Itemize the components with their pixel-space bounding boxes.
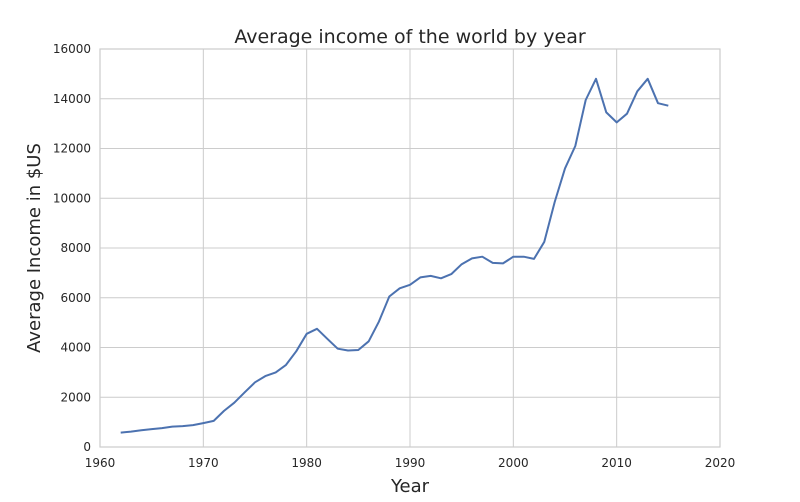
y-tick-label: 16000 xyxy=(53,42,91,56)
x-tick-label: 2020 xyxy=(705,456,736,470)
chart-title: Average income of the world by year xyxy=(234,26,586,48)
y-tick-label: 2000 xyxy=(60,390,91,404)
ticks: 1960 1970 1980 1990 2000 2010 2020 0 2000 4000 600… xyxy=(53,42,735,470)
plot-frame xyxy=(99,48,721,448)
x-tick-label: 2010 xyxy=(601,456,632,470)
x-tick-label: 1980 xyxy=(291,456,322,470)
grid xyxy=(99,48,721,448)
y-tick-label: 10000 xyxy=(53,191,91,205)
y-tick-label: 6000 xyxy=(60,291,91,305)
y-tick-label: 8000 xyxy=(60,241,91,255)
y-tick-label: 4000 xyxy=(60,341,91,355)
y-tick-label: 0 xyxy=(83,440,91,454)
x-tick-label: 2000 xyxy=(498,456,529,470)
income-series-line xyxy=(120,77,669,434)
y-axis-label: Average Income in $US xyxy=(24,143,45,353)
y-tick-label: 14000 xyxy=(53,92,91,106)
x-tick-label: 1960 xyxy=(85,456,116,470)
x-tick-label: 1990 xyxy=(395,456,426,470)
x-axis-label: Year xyxy=(390,476,430,497)
x-tick-label: 1970 xyxy=(188,456,219,470)
y-tick-label: 12000 xyxy=(53,142,91,156)
